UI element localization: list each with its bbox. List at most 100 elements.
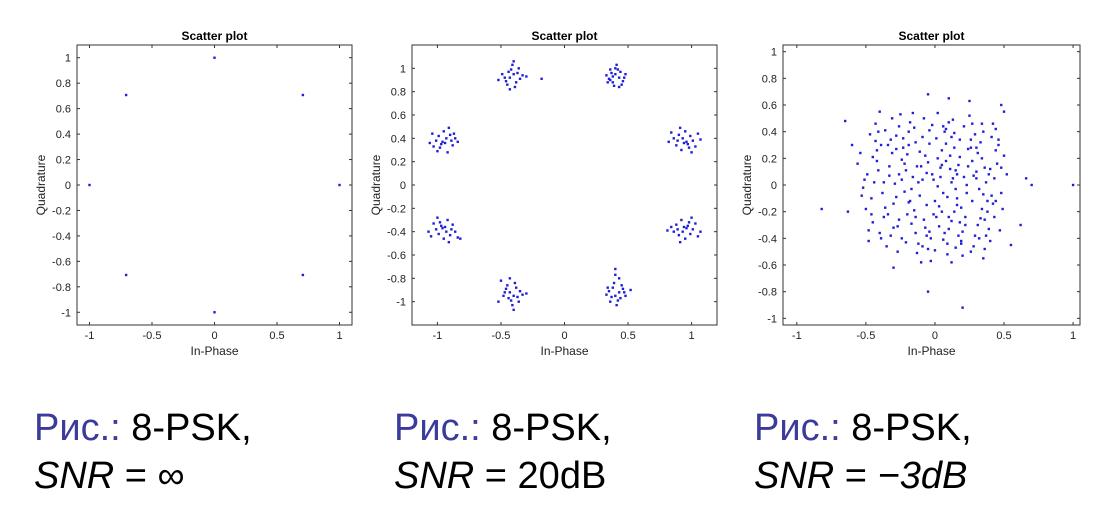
data-point bbox=[939, 166, 942, 169]
data-point bbox=[936, 157, 939, 160]
data-point bbox=[619, 296, 622, 300]
data-point bbox=[859, 151, 862, 155]
data-point bbox=[944, 159, 948, 163]
data-point bbox=[506, 284, 509, 287]
data-point bbox=[921, 245, 924, 248]
chart-title: Scatter plot bbox=[898, 29, 964, 43]
data-point bbox=[501, 72, 504, 76]
data-point bbox=[910, 222, 913, 225]
data-point bbox=[987, 173, 991, 176]
data-point bbox=[955, 203, 959, 207]
data-point bbox=[915, 165, 919, 168]
data-point bbox=[676, 139, 679, 142]
y-tick-label: -0.2 bbox=[758, 207, 777, 219]
data-point bbox=[943, 231, 946, 235]
data-point bbox=[942, 125, 945, 128]
data-point bbox=[678, 126, 682, 130]
data-point bbox=[906, 213, 909, 216]
data-point bbox=[897, 125, 901, 128]
data-point bbox=[947, 227, 950, 231]
data-point bbox=[438, 221, 442, 224]
data-point bbox=[910, 187, 913, 191]
y-tick-label: 0.2 bbox=[391, 157, 406, 169]
data-point bbox=[617, 291, 621, 294]
y-tick-label: 0.8 bbox=[391, 87, 406, 99]
data-point bbox=[614, 294, 617, 298]
data-point bbox=[450, 139, 453, 142]
data-point bbox=[1009, 243, 1013, 247]
data-point bbox=[670, 225, 673, 229]
data-point bbox=[951, 177, 955, 180]
data-point bbox=[950, 261, 953, 264]
data-point bbox=[429, 235, 433, 238]
data-point bbox=[684, 130, 687, 133]
x-tick-label: 1 bbox=[689, 330, 695, 342]
data-point bbox=[968, 114, 971, 117]
data-point bbox=[445, 137, 448, 140]
data-point bbox=[955, 197, 959, 200]
data-point bbox=[942, 238, 945, 241]
data-point bbox=[515, 286, 518, 289]
data-point bbox=[904, 169, 908, 172]
data-point bbox=[685, 140, 688, 144]
data-point bbox=[696, 132, 700, 135]
data-point bbox=[699, 230, 702, 233]
y-tick-label: 0.2 bbox=[56, 155, 71, 167]
data-point bbox=[921, 135, 924, 139]
data-point bbox=[976, 223, 979, 227]
data-point bbox=[900, 158, 903, 161]
data-point bbox=[993, 215, 996, 219]
data-point bbox=[961, 254, 964, 257]
data-point bbox=[506, 83, 509, 86]
data-point bbox=[908, 199, 912, 203]
data-point bbox=[511, 303, 514, 307]
data-point bbox=[629, 288, 632, 292]
data-point bbox=[964, 223, 967, 227]
data-point bbox=[502, 294, 505, 298]
data-point bbox=[509, 68, 513, 71]
caption-label: Рис.: bbox=[34, 407, 121, 449]
y-tick-label: -0.6 bbox=[387, 250, 406, 262]
data-point bbox=[958, 138, 962, 141]
data-point bbox=[947, 121, 950, 124]
data-point bbox=[606, 286, 609, 289]
data-point bbox=[946, 253, 949, 256]
data-point bbox=[901, 146, 905, 149]
caption-text: 8-PSK, bbox=[480, 407, 612, 449]
y-tick-label: -0.6 bbox=[52, 256, 71, 268]
caption-snr-symbol: SNR bbox=[394, 455, 475, 497]
data-point bbox=[437, 134, 440, 138]
data-point bbox=[512, 60, 515, 63]
data-point bbox=[877, 130, 880, 133]
data-point bbox=[513, 281, 517, 285]
chart-title: Scatter plot bbox=[531, 29, 597, 43]
y-tick-label: 0.8 bbox=[56, 78, 71, 90]
plot-area bbox=[782, 44, 1081, 326]
data-point bbox=[441, 226, 444, 230]
data-point bbox=[124, 273, 128, 277]
caption-3: Рис.: 8-PSK, SNR = −3dB bbox=[754, 404, 972, 500]
data-point bbox=[950, 135, 953, 139]
data-point bbox=[885, 245, 888, 248]
data-point bbox=[843, 119, 847, 123]
data-point bbox=[948, 154, 952, 157]
data-point bbox=[928, 230, 931, 233]
data-point bbox=[301, 93, 305, 97]
x-tick-label: -1 bbox=[433, 330, 443, 342]
x-tick-label: 0 bbox=[932, 330, 938, 342]
data-point bbox=[879, 237, 883, 240]
data-point bbox=[338, 183, 341, 187]
data-point bbox=[943, 130, 946, 133]
x-tick-label: 1 bbox=[336, 330, 342, 342]
data-point bbox=[677, 233, 681, 237]
data-point bbox=[994, 149, 997, 152]
data-point bbox=[691, 228, 695, 231]
y-tick-label: 0.4 bbox=[56, 129, 71, 141]
data-point bbox=[504, 287, 508, 291]
data-point bbox=[907, 201, 910, 204]
data-point bbox=[925, 171, 928, 175]
data-point bbox=[511, 63, 514, 67]
data-point bbox=[960, 242, 963, 245]
data-point bbox=[508, 88, 512, 91]
data-point bbox=[609, 300, 612, 303]
